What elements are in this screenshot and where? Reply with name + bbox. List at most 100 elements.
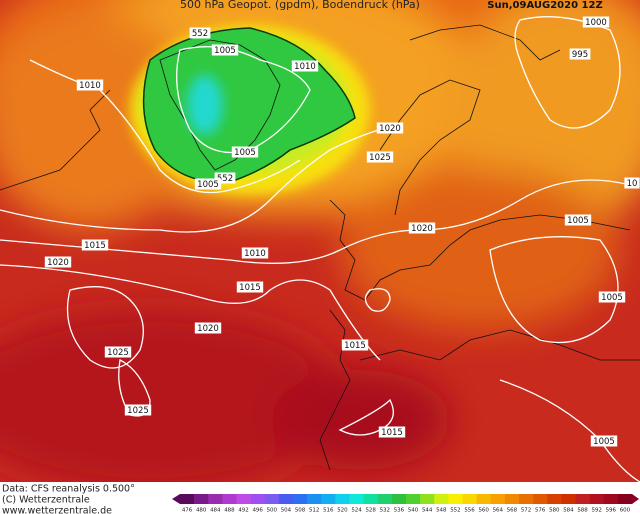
colorbar-swatch — [519, 494, 534, 504]
colorbar-label: 480 — [196, 508, 207, 514]
colorbar-swatch — [349, 494, 364, 504]
isobar-label-bg — [211, 44, 239, 56]
isobar-label-bg — [366, 151, 394, 163]
colorbar-label: 600 — [620, 508, 631, 514]
colorbar-label: 580 — [549, 508, 560, 514]
isobar-label: 1005 — [601, 293, 623, 303]
map-field — [0, 0, 640, 490]
isobar-label-bg — [241, 247, 269, 259]
isobar-label-bg — [76, 79, 104, 91]
colorbar-swatch — [278, 494, 294, 504]
colorbar-swatch — [448, 494, 463, 504]
colorbar-swatch — [476, 494, 492, 504]
colorbar-label: 576 — [535, 508, 546, 514]
colorbar-label: 504 — [281, 508, 292, 514]
colorbar-label: 592 — [591, 508, 602, 514]
url: www.wetterzentrale.de — [2, 506, 112, 514]
copyright: (C) Wetterzentrale — [2, 495, 90, 506]
colorbar-label: 528 — [365, 508, 376, 514]
colorbar-swatch — [335, 494, 350, 504]
colorbar-swatch — [420, 494, 435, 504]
isobar-label: 552 — [217, 174, 233, 184]
isobar-label-bg — [124, 404, 152, 416]
colorbar-label: 476 — [182, 508, 193, 514]
isobar-label: 1025 — [107, 348, 129, 358]
isobar-label-bg — [189, 27, 211, 39]
colorbar-swatch — [222, 494, 237, 504]
colorbar-label: 556 — [464, 508, 475, 514]
colorbar-swatch — [194, 494, 209, 504]
isobar-label: 1015 — [239, 283, 261, 293]
colorbar-label: 560 — [478, 508, 489, 514]
isobar-label: 1015 — [381, 428, 403, 438]
isobar-label: 1005 — [567, 216, 589, 226]
isobar-label: 1025 — [369, 153, 391, 163]
isobar-label-bg — [624, 177, 640, 189]
colorbar-swatch — [250, 494, 266, 504]
isobar-label-bg — [590, 435, 618, 447]
colorbar-swatch — [307, 494, 322, 504]
colorbar-swatch — [589, 494, 605, 504]
isobar-label-bg — [194, 178, 222, 190]
colorbar-label: 492 — [238, 508, 249, 514]
isobar-label: 1025 — [127, 406, 149, 416]
colorbar-label: 588 — [577, 508, 588, 514]
source: Data: CFS reanalysis 0.500° — [2, 484, 135, 495]
isobar-label: 10 — [627, 179, 638, 189]
date: Sun,09AUG2020 12Z — [487, 0, 602, 11]
isobar-label-bg — [582, 16, 610, 28]
isobar-label-bg — [44, 256, 72, 268]
isobar-label-bg — [104, 346, 132, 358]
colorbar-swatch — [391, 494, 407, 504]
colorbar-swatch — [490, 494, 506, 504]
colorbar-swatch — [406, 494, 421, 504]
colorbar-swatch — [363, 494, 379, 504]
colorbar-swatch — [547, 494, 562, 504]
isobar-label-bg — [376, 122, 404, 134]
colorbar-label: 572 — [521, 508, 532, 514]
colorbar-swatch — [208, 494, 223, 504]
isobar-label: 1005 — [593, 437, 615, 447]
colorbar-label: 568 — [507, 508, 518, 514]
isobar-label-bg — [194, 322, 222, 334]
colorbar-label: 548 — [436, 508, 447, 514]
isobar-label: 1010 — [79, 81, 101, 91]
colorbar-label: 488 — [224, 508, 235, 514]
colorbar-swatch — [561, 494, 576, 504]
colorbar-label: 496 — [252, 508, 263, 514]
colorbar: 476 480 484 488 492 496 500 504 508 512 516 520 524 5… — [172, 494, 639, 514]
colorbar-label: 500 — [267, 508, 278, 514]
isobar-label: 1020 — [379, 124, 401, 134]
colorbar-swatch — [504, 494, 520, 504]
isobar-label: 995 — [572, 50, 588, 60]
isobar-label: 1000 — [585, 18, 607, 28]
isobar-label-bg — [214, 172, 236, 184]
isobar-label-bg — [81, 239, 109, 251]
colorbar-swatch — [617, 494, 633, 504]
colorbar-label: 552 — [450, 508, 461, 514]
colorbar-label: 520 — [337, 508, 348, 514]
colorbar-swatch — [434, 494, 449, 504]
colorbar-swatch — [180, 494, 195, 504]
colorbar-swatch — [533, 494, 548, 504]
colorbar-label: 596 — [606, 508, 617, 514]
colorbar-swatch — [575, 494, 590, 504]
isobar-label-bg — [408, 222, 436, 234]
isobar-label: 1010 — [294, 62, 316, 72]
isobar-label-bg — [231, 146, 259, 158]
isobar-label: 1010 — [244, 249, 266, 259]
colorbar-swatch — [264, 494, 280, 504]
isobar-label: 1005 — [197, 180, 219, 190]
colorbar-label: 484 — [210, 508, 221, 514]
isobar-label: 552 — [192, 29, 208, 39]
colorbar-swatch — [462, 494, 477, 504]
isobar-label-bg — [236, 281, 264, 293]
colorbar-swatch — [236, 494, 251, 504]
colorbar-swatch — [377, 494, 393, 504]
colorbar-arrow-left — [172, 494, 180, 504]
colorbar-label: 584 — [563, 508, 574, 514]
isobar-label-bg — [598, 291, 626, 303]
